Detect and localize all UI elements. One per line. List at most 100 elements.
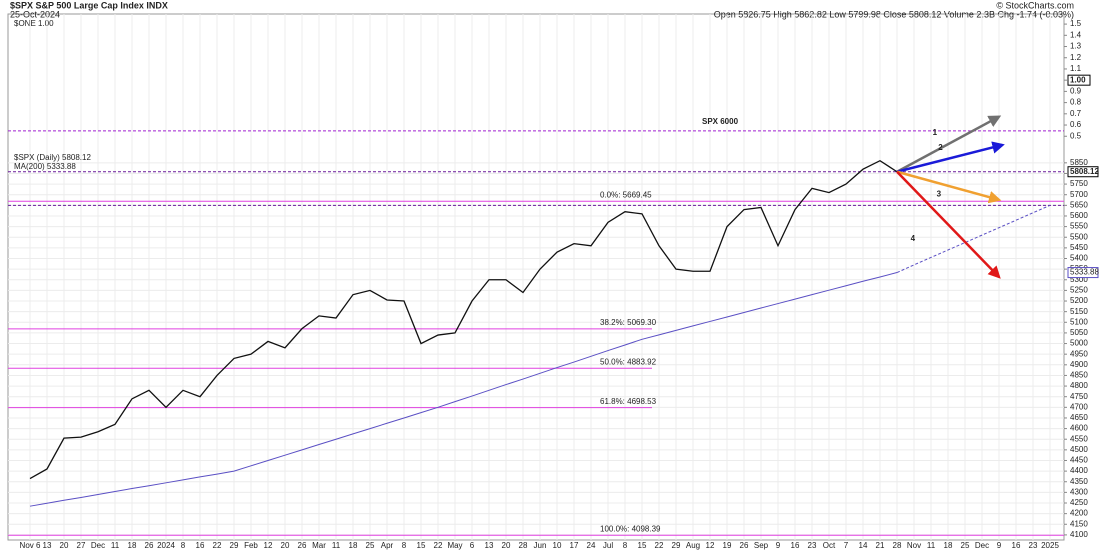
x-tick-label: Nov 6 [20, 541, 41, 550]
arrow-label: 4 [911, 234, 916, 243]
series-line [29, 159, 898, 480]
credit: © StockCharts.com [996, 0, 1074, 10]
y-tick-label: 5750 [1070, 179, 1088, 188]
arrow-label: 3 [937, 189, 942, 198]
x-tick-label: Nov [907, 541, 921, 550]
plot-frame [7, 13, 1065, 541]
date: 25-Oct-2024 [10, 9, 60, 19]
y-tick-label: 5000 [1070, 339, 1088, 348]
y-tick-label: 5550 [1070, 222, 1088, 231]
x-tick-label: 16 [1012, 541, 1021, 550]
x-tick-label: 2025 [1041, 541, 1059, 550]
x-tick-label: 23 [1029, 541, 1038, 550]
y-tick-label: 5200 [1070, 296, 1088, 305]
x-tick-label: 10 [553, 541, 562, 550]
y-tick-label: 4150 [1070, 519, 1088, 528]
x-tick-label: 11 [927, 541, 936, 550]
x-tick-label: 8 [623, 541, 628, 550]
x-tick-label: Oct [823, 541, 836, 550]
arrow-label: 1 [933, 128, 938, 137]
y-tick-label: 4400 [1070, 466, 1088, 475]
y-tick-label: 4900 [1070, 360, 1088, 369]
x-tick-label: 27 [77, 541, 86, 550]
y-tick-label: 4500 [1070, 445, 1088, 454]
y-tick-label: 4750 [1070, 392, 1088, 401]
x-tick-label: 25 [961, 541, 970, 550]
arrow-label: 2 [938, 143, 943, 152]
y2-tick-label: 1.2 [1070, 53, 1082, 62]
fib-label: 100.0%: 4098.39 [600, 524, 661, 533]
x-tick-label: Dec [91, 541, 105, 550]
x-tick-label: Aug [686, 541, 700, 550]
y-tick-label: 4250 [1070, 498, 1088, 507]
series-line [29, 272, 898, 507]
y-tick-label: 4950 [1070, 349, 1088, 358]
fib-label: 61.8%: 4698.53 [600, 397, 657, 406]
y-tick-label: 5300 [1070, 275, 1088, 284]
y-tick-label: 5050 [1070, 328, 1088, 337]
scenario-arrow [896, 170, 1002, 204]
fib-label: 0.0%: 5669.45 [600, 190, 652, 199]
price-badge [1067, 166, 1099, 178]
x-tick-label: 15 [638, 541, 647, 550]
y2-tick-label: 0.7 [1070, 109, 1082, 118]
x-tick-label: 18 [944, 541, 953, 550]
x-tick-label: 12 [264, 541, 273, 550]
y-tick-label: 5150 [1070, 307, 1088, 316]
x-tick-label: 23 [808, 541, 817, 550]
x-tick-label: 9 [776, 541, 781, 550]
scenario-arrow [896, 141, 1005, 173]
y-tick-label: 4600 [1070, 424, 1088, 433]
price-badge [1067, 267, 1099, 279]
y-tick-label: 4800 [1070, 381, 1088, 390]
y-tick-label: 4850 [1070, 371, 1088, 380]
x-tick-label: 20 [502, 541, 511, 550]
x-tick-label: 29 [672, 541, 681, 550]
y-tick-label: 4350 [1070, 477, 1088, 486]
h-line-label: SPX 6000 [702, 117, 739, 126]
x-tick-label: 11 [111, 541, 120, 550]
x-tick-label: 18 [349, 541, 358, 550]
x-tick-label: 16 [196, 541, 205, 550]
x-tick-label: 25 [366, 541, 375, 550]
y-tick-label: 4450 [1070, 456, 1088, 465]
x-tick-label: 11 [332, 541, 341, 550]
x-tick-label: 8 [181, 541, 186, 550]
y-tick-label: 4200 [1070, 509, 1088, 518]
x-tick-label: 20 [60, 541, 69, 550]
x-tick-label: 26 [145, 541, 154, 550]
fib-label: 38.2%: 5069.30 [600, 318, 657, 327]
y2-tick-label: 1.4 [1070, 30, 1082, 39]
x-tick-label: Feb [244, 541, 258, 550]
x-tick-label: 22 [213, 541, 222, 550]
legend-entry: MA(200) 5333.88 [14, 162, 76, 171]
price-badge-label: 5808.12 [1070, 167, 1099, 176]
y-tick-label: 4300 [1070, 487, 1088, 496]
x-tick-label: 19 [723, 541, 732, 550]
scenario-arrow [896, 115, 1002, 173]
x-tick-label: 13 [43, 541, 52, 550]
x-tick-label: 17 [570, 541, 579, 550]
y-tick-label: 5100 [1070, 317, 1088, 326]
x-tick-label: 26 [740, 541, 749, 550]
y2-tick-label: 1.1 [1070, 64, 1082, 73]
x-tick-label: 26 [298, 541, 307, 550]
y2-tick-label: 0.8 [1070, 98, 1082, 107]
x-tick-label: 29 [230, 541, 239, 550]
x-tick-label: Jun [534, 541, 547, 550]
price-badge-label: 5333.88 [1070, 268, 1099, 277]
x-tick-label: 15 [417, 541, 426, 550]
x-tick-label: 22 [434, 541, 443, 550]
y-tick-label: 5450 [1070, 243, 1088, 252]
title: $SPX S&P 500 Large Cap Index INDX [10, 0, 168, 10]
y2-tick-label: 0.5 [1070, 131, 1082, 140]
y2-badge [1067, 74, 1091, 86]
x-tick-label: 28 [519, 541, 528, 550]
y2-tick-label: 1.00 [1070, 75, 1086, 84]
x-tick-label: 21 [876, 541, 885, 550]
x-tick-label: 22 [655, 541, 664, 550]
fib-label: 50.0%: 4883.92 [600, 357, 657, 366]
y-tick-label: 5400 [1070, 254, 1088, 263]
x-tick-label: 16 [791, 541, 800, 550]
